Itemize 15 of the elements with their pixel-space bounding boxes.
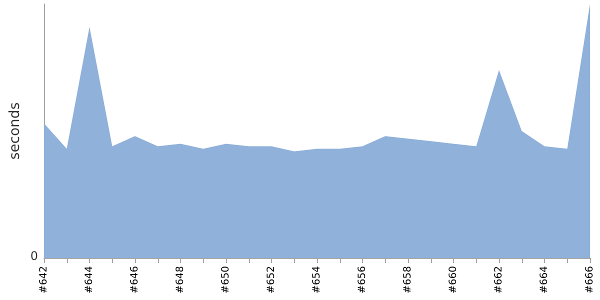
x-tick-label: #648 [175, 266, 186, 294]
y-axis-title: seconds [7, 102, 23, 160]
x-tick-label: #662 [494, 266, 504, 294]
x-tick-label: #644 [84, 266, 95, 294]
x-tick-label: #656 [357, 266, 368, 294]
x-tick-label: #658 [402, 266, 414, 294]
text: 0 [30, 249, 38, 263]
x-tick-label: #660 [448, 266, 459, 294]
x-tick-label: #650 [220, 266, 232, 294]
x-tick-label: #666 [584, 266, 596, 294]
x-tick-label: #642 [38, 266, 50, 294]
x-tick-label: #652 [266, 266, 277, 294]
x-tick-label: #646 [130, 266, 140, 294]
x-tick-label: #664 [539, 266, 550, 294]
x-tick-label: #654 [312, 266, 322, 294]
